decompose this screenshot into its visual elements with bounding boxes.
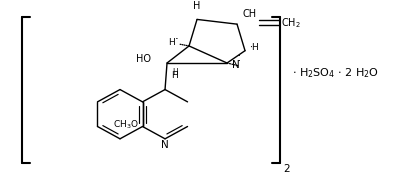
Text: H: H bbox=[171, 71, 178, 80]
Text: CH$_2$: CH$_2$ bbox=[281, 16, 301, 30]
Text: $\cdot$ H$_2$SO$_4$ $\cdot$ 2 H$_2$O: $\cdot$ H$_2$SO$_4$ $\cdot$ 2 H$_2$O bbox=[292, 67, 379, 80]
Text: H: H bbox=[172, 68, 178, 77]
Text: CH$_3$O: CH$_3$O bbox=[113, 118, 138, 131]
Text: CH: CH bbox=[242, 10, 256, 19]
Text: :: : bbox=[237, 51, 241, 64]
Text: 2: 2 bbox=[283, 164, 290, 174]
Text: HO: HO bbox=[136, 54, 151, 64]
Text: N: N bbox=[232, 60, 240, 70]
Text: .: . bbox=[175, 29, 179, 42]
Text: $\cdot$H: $\cdot$H bbox=[249, 41, 260, 52]
Text: H: H bbox=[168, 38, 175, 47]
Text: N: N bbox=[161, 140, 169, 150]
Text: H: H bbox=[193, 1, 201, 11]
